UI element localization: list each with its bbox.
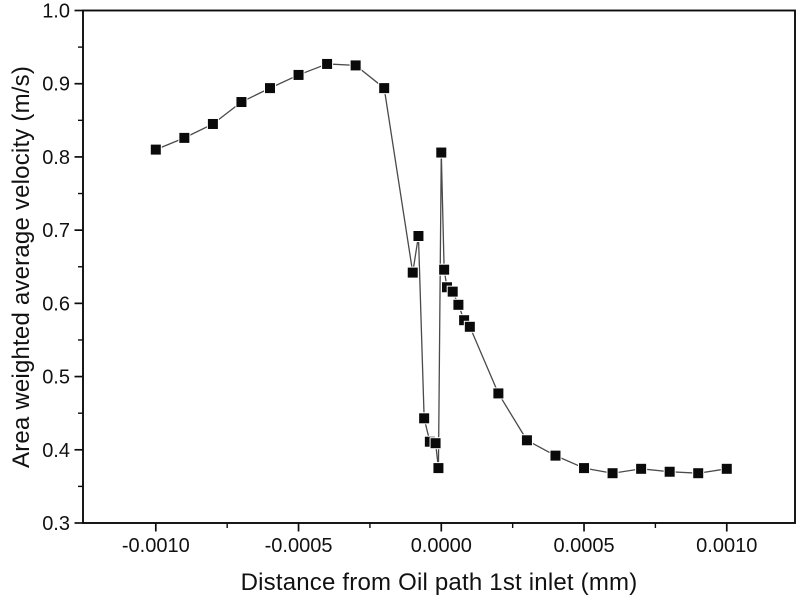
data-point-marker xyxy=(178,131,191,144)
y-tick-label: 0.3 xyxy=(42,513,70,535)
y-tick-label: 0.6 xyxy=(42,293,70,315)
data-point-marker xyxy=(663,465,676,478)
axis-ticks xyxy=(74,9,728,532)
data-point-marker xyxy=(263,82,276,95)
plot-frame xyxy=(82,9,796,524)
data-point-marker xyxy=(432,462,445,475)
data-point-marker xyxy=(549,449,562,462)
y-tick-label: 0.7 xyxy=(42,220,70,242)
data-point-marker xyxy=(206,117,219,130)
data-point-marker xyxy=(149,143,162,156)
data-point-marker xyxy=(635,462,648,475)
y-tick-label: 1.0 xyxy=(42,1,70,23)
data-point-marker xyxy=(412,230,425,242)
data-point-marker xyxy=(692,467,705,480)
data-point-marker xyxy=(492,387,505,400)
data-point-marker xyxy=(446,285,459,298)
series-markers xyxy=(149,57,733,480)
data-point-marker xyxy=(520,434,533,447)
y-tick-label: 0.8 xyxy=(42,147,70,169)
x-tick-label: -0.0005 xyxy=(265,535,333,557)
data-point-marker xyxy=(235,96,248,109)
y-tick-label: 0.5 xyxy=(42,367,70,389)
data-point-marker xyxy=(406,266,419,279)
data-point-marker xyxy=(438,263,451,276)
x-axis-title: Distance from Oil path 1st inlet (mm) xyxy=(241,569,638,596)
plot-area: -0.0010 -0.0005 0.0000 0.0005 0.0010 0.3 0.4 0.… xyxy=(42,1,796,557)
x-tick-label: 0.0005 xyxy=(553,535,614,557)
data-point-marker xyxy=(418,412,431,425)
y-axis-title: Area weighted average velocity (m/s) xyxy=(8,66,35,468)
data-point-marker xyxy=(578,462,591,475)
data-point-marker xyxy=(452,298,465,311)
x-tick-label: 0.0010 xyxy=(696,535,757,557)
y-tick-label: 0.9 xyxy=(42,74,70,96)
x-tick-label: 0.0000 xyxy=(411,535,472,557)
data-point-marker xyxy=(606,467,619,480)
data-point-marker xyxy=(429,437,442,450)
data-point-marker xyxy=(463,320,476,333)
x-tick-label: -0.0010 xyxy=(122,535,190,557)
data-point-marker xyxy=(292,68,305,81)
data-point-marker xyxy=(321,57,334,70)
y-tick-label: 0.4 xyxy=(42,440,70,462)
data-point-marker xyxy=(720,462,733,475)
data-point-marker xyxy=(435,146,448,159)
data-point-marker xyxy=(378,82,391,95)
data-point-marker xyxy=(349,59,362,72)
